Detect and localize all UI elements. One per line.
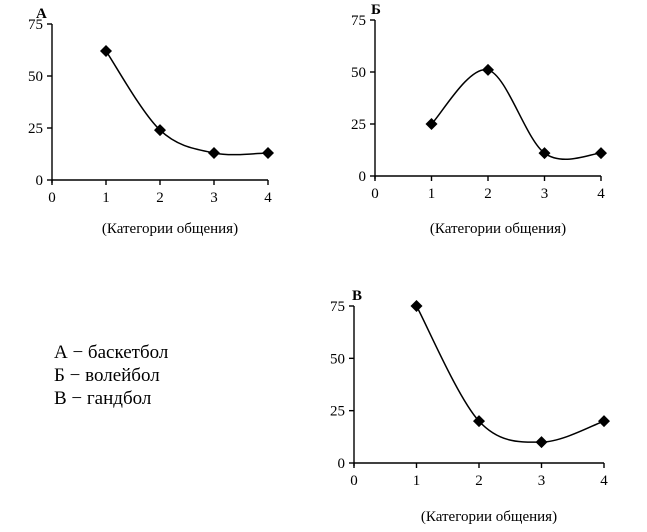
y-tick-label: 50 xyxy=(351,65,366,81)
data-point xyxy=(154,124,166,137)
chart-b: Б 0 25 50 75 0 1 2 3 4 (Категории общения) xyxy=(351,2,607,237)
y-tick-label: 0 xyxy=(36,173,44,189)
y-tick-label: 50 xyxy=(28,69,43,85)
y-tick-label: 25 xyxy=(28,121,43,137)
y-tick-label: 25 xyxy=(330,404,345,420)
y-tick-label: 25 xyxy=(351,117,366,133)
x-tick-label: 0 xyxy=(371,186,379,202)
data-point xyxy=(473,415,485,428)
x-tick-label: 0 xyxy=(350,473,358,489)
legend-item-b: Б − волейбол xyxy=(54,365,160,386)
x-tick-label: 0 xyxy=(48,190,56,206)
chart-b-x-axis-label: (Категории общения) xyxy=(430,221,566,237)
x-tick-label: 4 xyxy=(597,186,605,202)
chart-b-series-line xyxy=(430,69,602,161)
data-point xyxy=(208,146,220,159)
legend-item-c: В − гандбол xyxy=(54,388,152,409)
chart-b-title: Б xyxy=(371,2,381,18)
x-tick-label: 1 xyxy=(102,190,110,206)
y-tick-label: 0 xyxy=(359,169,367,185)
data-point xyxy=(482,63,494,76)
x-tick-label: 2 xyxy=(484,186,492,202)
x-tick-label: 3 xyxy=(541,186,549,202)
y-tick-label: 50 xyxy=(330,351,345,367)
data-point xyxy=(410,300,423,312)
x-tick-label: 3 xyxy=(210,190,218,206)
chart-a-title: А xyxy=(36,6,47,22)
y-tick-label: 75 xyxy=(330,299,345,315)
x-tick-label: 4 xyxy=(600,473,608,489)
x-tick-label: 1 xyxy=(428,186,436,202)
chart-a: А 0 25 50 75 0 1 2 3 4 (Категории общения) xyxy=(28,6,274,237)
x-tick-label: 2 xyxy=(156,190,164,206)
chart-c-x-axis-label: (Категории общения) xyxy=(421,509,557,525)
legend-item-a: А − баскетбол xyxy=(54,342,169,363)
x-tick-label: 2 xyxy=(475,473,483,489)
x-tick-label: 4 xyxy=(264,190,272,206)
chart-c: В 0 25 50 75 0 1 2 3 4 (Категории общения) xyxy=(330,288,610,525)
data-point xyxy=(262,146,274,159)
chart-c-title: В xyxy=(352,288,362,304)
x-tick-label: 1 xyxy=(413,473,421,489)
data-point xyxy=(535,436,548,449)
data-point xyxy=(598,415,610,428)
chart-c-series-line xyxy=(415,305,605,443)
data-point xyxy=(100,45,112,58)
data-point xyxy=(595,147,607,160)
data-point xyxy=(425,118,438,130)
data-point xyxy=(538,147,551,160)
chart-a-series-line xyxy=(105,50,269,156)
y-tick-label: 0 xyxy=(338,456,346,472)
y-tick-label: 75 xyxy=(351,13,366,29)
legend: А − баскетбол Б − волейбол В − гандбол xyxy=(54,342,169,409)
x-tick-label: 3 xyxy=(538,473,546,489)
y-tick-label: 75 xyxy=(28,17,43,33)
chart-a-x-axis-label: (Категории общения) xyxy=(102,221,238,237)
